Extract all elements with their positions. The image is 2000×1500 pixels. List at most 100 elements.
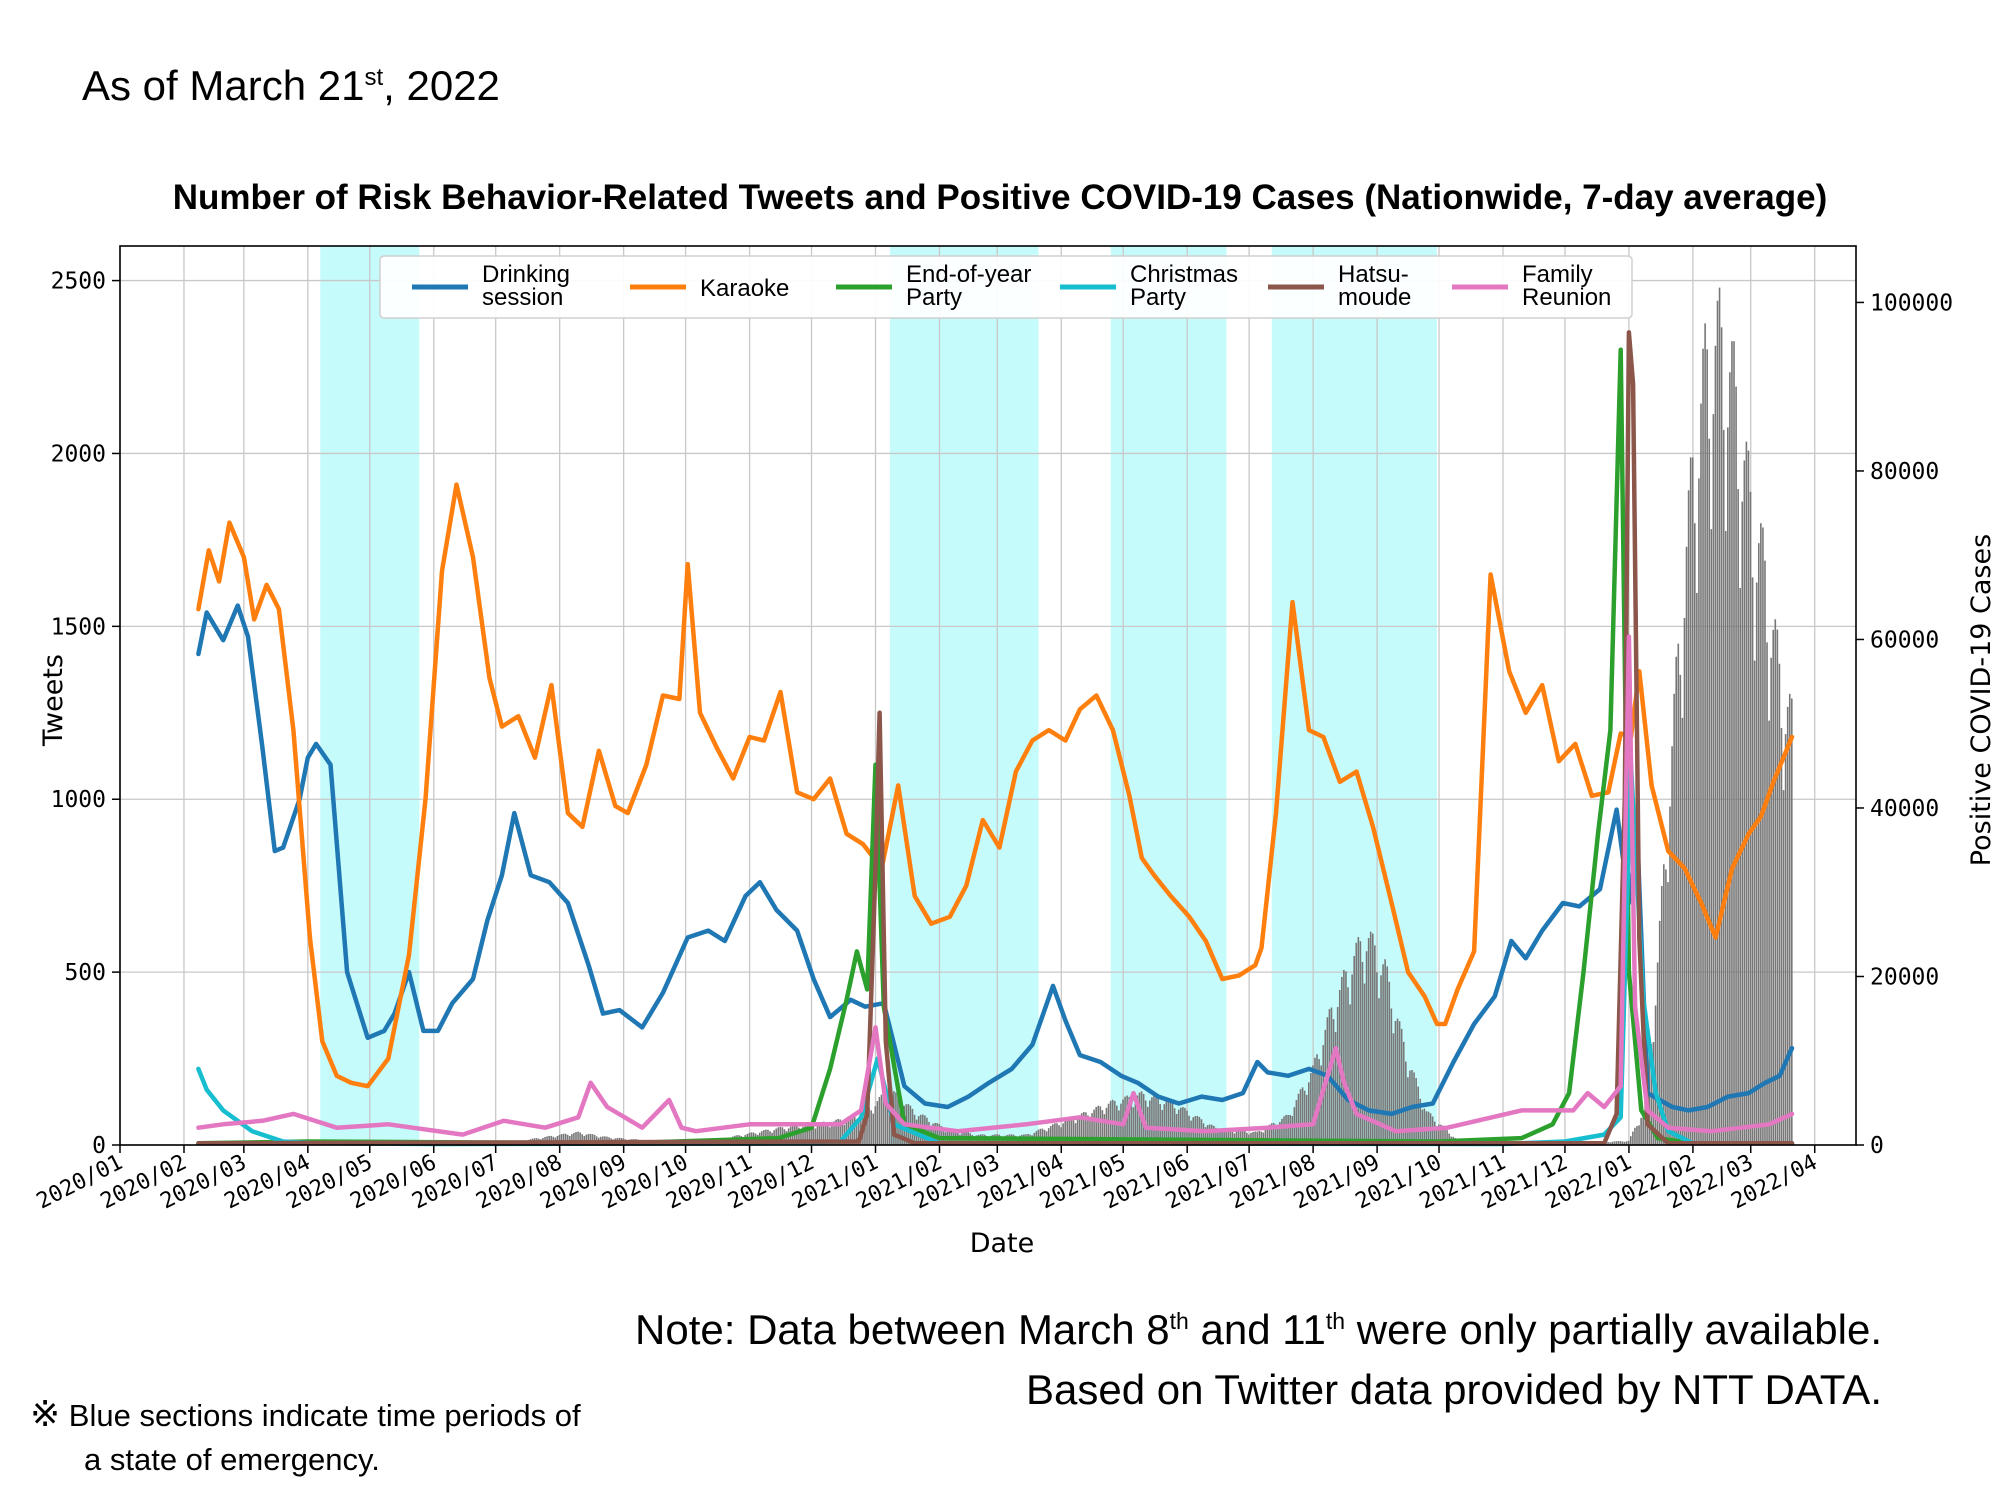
case-bar [1087,1115,1089,1145]
chart-title: Number of Risk Behavior-Related Tweets a… [172,178,1828,217]
case-bar [1270,1123,1273,1145]
case-bar [1656,962,1659,1145]
y-axis-label: Tweets [38,654,69,747]
series-line [196,330,1795,1146]
case-bar [571,1134,573,1145]
case-bar [1283,1116,1285,1145]
case-bar [1735,386,1737,1145]
y-tick-label: 500 [64,960,106,986]
case-bar [593,1134,596,1145]
case-bar [1076,1118,1079,1145]
case-bar [1743,460,1746,1145]
case-bar [1078,1115,1081,1145]
case-bar [1720,327,1723,1145]
case-bar [1419,1098,1422,1145]
case-bar [1303,1090,1306,1145]
case-bar [806,1123,808,1145]
case-bar [1095,1106,1097,1145]
case-bar [1747,450,1750,1146]
footnote-line-2: a state of emergency. [84,1442,380,1477]
case-bar [934,1122,936,1145]
case-bar [1103,1114,1106,1145]
case-bar [1091,1113,1093,1145]
legend-label: Hatsu-moude [1338,261,1411,311]
case-bar [973,1136,976,1145]
case-bar [870,1110,872,1145]
case-bar [1716,300,1719,1145]
plot-frame [119,245,1857,1146]
case-bar [1774,619,1777,1145]
case-bar [1394,1020,1397,1145]
case-bar [1607,1142,1609,1145]
case-bar [1184,1108,1186,1145]
case-bar [1289,1114,1292,1145]
case-bar [1343,969,1345,1145]
case-bar [1058,1125,1060,1145]
case-bar [1768,720,1770,1145]
case-bar [1376,972,1378,1145]
case-bar [1739,588,1742,1145]
case-bar [1082,1111,1085,1145]
legend: Drinking session Karaoke End-of-year Party Ch… [379,255,1633,319]
case-bar [1382,964,1384,1145]
case-bar [1770,657,1772,1145]
case-bar [1440,1124,1442,1145]
case-bar [1663,864,1665,1145]
case-bar [1652,1042,1655,1145]
case-bar [1677,643,1680,1145]
case-bar [1712,414,1715,1145]
case-bar [1380,975,1382,1145]
case-bar [1751,577,1754,1145]
case-bar [1361,961,1364,1145]
x-axis-label: Date [970,1228,1035,1259]
case-bar [1130,1102,1133,1145]
case-bar [1177,1109,1180,1145]
case-bar [1632,1131,1634,1145]
case-bar [882,1094,885,1145]
case-bar [824,1122,827,1145]
case-bar [1611,1141,1614,1145]
case-bar [1613,1141,1616,1145]
case-bar [1689,457,1692,1145]
case-bar [1301,1087,1304,1145]
case-bar [1407,1077,1409,1145]
case-bar [1619,1141,1622,1145]
case-bar [888,1094,891,1145]
case-bar [1446,1130,1448,1145]
case-bar [1722,430,1725,1145]
y-right-tick-label: 40000 [1870,796,1939,822]
case-bar [1731,341,1733,1145]
case-bar [1636,1126,1638,1145]
case-bar [1080,1113,1083,1145]
case-bar [1052,1124,1054,1145]
as-of-year: , 2022 [383,62,500,109]
case-bar [1093,1109,1095,1145]
case-bar [1778,663,1781,1145]
case-bar [897,1096,899,1145]
case-bar [1126,1095,1128,1145]
case-bar [566,1134,569,1145]
case-bar [1782,790,1785,1145]
note-data-source: Based on Twitter data provided by NTT DA… [1026,1366,1882,1413]
case-bar [1685,546,1688,1145]
case-bar [562,1133,565,1145]
case-bar [1634,1127,1636,1145]
case-bar [1285,1114,1287,1145]
case-bar [1714,345,1717,1146]
note-text-a: Note: Data between March 8 [635,1306,1170,1353]
case-bar [1700,403,1702,1145]
case-bar [1378,998,1380,1145]
case-bar [1206,1125,1209,1145]
case-bar [1704,323,1706,1145]
case-bar [589,1133,592,1145]
case-bar [1772,629,1775,1145]
case-bar [1415,1078,1417,1145]
case-bar [880,1094,883,1145]
case-bar [1221,1130,1223,1145]
y-tick-label: 1500 [51,614,106,640]
case-bar [1163,1104,1166,1145]
case-bar [816,1125,819,1145]
footnote-line-1: Blue sections indicate time periods of [60,1398,581,1433]
case-bar [1229,1129,1232,1145]
case-bar [1118,1110,1120,1145]
